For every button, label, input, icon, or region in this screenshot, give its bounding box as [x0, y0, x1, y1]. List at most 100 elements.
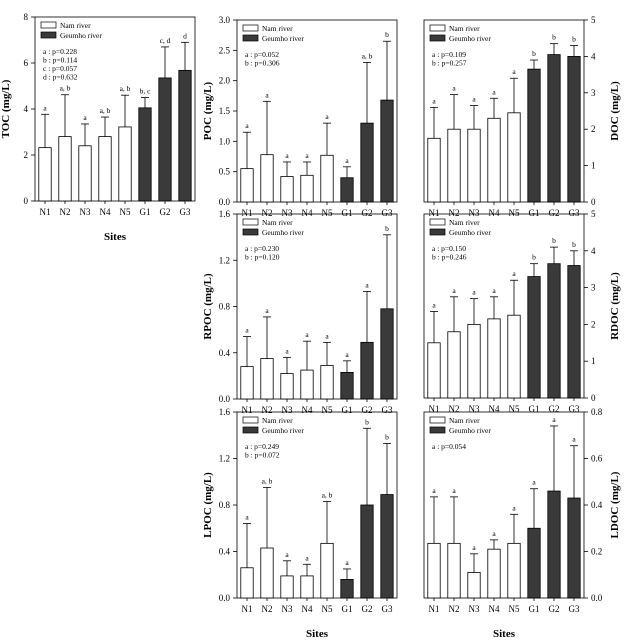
significance-letter: a	[532, 478, 536, 487]
x-tick-label: N4	[100, 207, 111, 217]
bar-n3	[467, 128, 481, 203]
significance-letter: a	[492, 286, 496, 295]
x-tick-label: G1	[529, 208, 540, 218]
significance-letter: a	[265, 306, 269, 315]
y-tick-label: 1.0	[219, 136, 231, 146]
bar-n2	[260, 358, 274, 400]
y-tick-label: 1.6	[219, 407, 231, 417]
bar-g2	[360, 122, 374, 203]
legend-swatch-geumho	[242, 228, 259, 236]
legend-swatch-geumho	[242, 426, 259, 434]
y-axis-title: LPOC (mg/L)	[202, 472, 214, 538]
x-tick-label: N5	[120, 207, 131, 217]
y-tick-label: 2.0	[219, 76, 231, 86]
bar-g1	[340, 579, 354, 599]
significance-letter: a	[512, 67, 516, 76]
x-tick-label: G3	[382, 208, 393, 218]
x-tick-label: G3	[382, 405, 393, 415]
legend-label-nam: Nam river	[60, 21, 91, 30]
x-tick-label: N2	[449, 208, 460, 218]
y-axis-title: DOC (mg/L)	[609, 81, 621, 141]
bar-n5	[320, 542, 334, 599]
significance-letter: a	[452, 286, 456, 295]
significance-letter: c, d	[160, 36, 171, 45]
significance-letter: b	[572, 34, 576, 43]
y-tick-label: 0	[591, 393, 596, 403]
bar-n5	[320, 365, 334, 400]
y-tick-label: 2	[591, 124, 596, 134]
x-tick-label: G1	[342, 208, 353, 218]
bar-n5	[507, 112, 521, 203]
chart-panel-rpoc: 0.0 0.4 0.8 1.2 1.6 a N1 a N2 a N3 a N4 a N5 a G1 a G2 b G3 N…	[202, 209, 398, 415]
y-tick-label: 2.5	[219, 45, 231, 55]
stats-line: b : p=0.072	[245, 451, 280, 460]
y-axis-title: RDOC (mg/L)	[609, 272, 621, 340]
x-tick-label: N4	[302, 604, 313, 614]
x-tick-label: G3	[569, 208, 580, 218]
x-tick-label: N4	[489, 404, 500, 414]
bar-n3	[280, 176, 294, 203]
bar-n4	[98, 136, 112, 202]
y-tick-label: 3	[591, 283, 596, 293]
y-tick-label: 1.5	[219, 106, 231, 116]
y-tick-label: 0.8	[591, 407, 603, 417]
bar-g3	[567, 497, 581, 599]
bar-g3	[567, 265, 581, 399]
stats-line: a : p=0.109	[432, 50, 466, 59]
bar-n5	[507, 542, 521, 599]
y-tick-label: 0.8	[219, 302, 231, 312]
x-tick-label: N3	[469, 208, 480, 218]
bar-n4	[487, 117, 501, 203]
stats-line: a : p=0.054	[432, 442, 466, 451]
significance-letter: a	[285, 550, 289, 559]
y-tick-label: 0.4	[219, 547, 231, 557]
x-tick-label: G1	[342, 405, 353, 415]
bar-n2	[447, 128, 461, 203]
y-tick-label: 1	[591, 161, 596, 171]
stats-line: c : p=0.057	[43, 64, 77, 73]
bar-n2	[260, 154, 274, 203]
legend-label-geumho: Geumho river	[262, 34, 304, 43]
x-tick-label: N1	[429, 604, 440, 614]
x-tick-label: G3	[569, 404, 580, 414]
bar-g3	[380, 494, 394, 599]
significance-letter: a	[245, 326, 249, 335]
bar-n3	[280, 575, 294, 599]
significance-letter: a, b	[60, 84, 71, 93]
bar-n3	[467, 323, 481, 399]
y-tick-label: 0	[591, 197, 596, 207]
bar-n1	[240, 168, 254, 203]
significance-letter: b	[572, 240, 576, 249]
bar-n2	[260, 547, 274, 599]
y-tick-label: 0.8	[219, 500, 231, 510]
significance-letter: b	[552, 33, 556, 42]
bar-n3	[280, 373, 294, 400]
significance-letter: a, b	[120, 84, 131, 93]
x-tick-label: N3	[469, 404, 480, 414]
legend-swatch-nam	[242, 24, 259, 32]
significance-letter: a, b	[362, 51, 373, 60]
stats-line: a : p=0.052	[245, 50, 279, 59]
significance-letter: b	[385, 432, 389, 441]
x-tick-label: G3	[569, 604, 580, 614]
y-tick-label: 0.0	[219, 394, 231, 404]
legend-label-nam: Nam river	[262, 218, 293, 227]
legend-swatch-nam	[242, 218, 259, 226]
y-tick-label: 0	[24, 196, 29, 206]
significance-letter: a	[265, 90, 269, 99]
bar-n3	[78, 145, 92, 202]
x-tick-label: G1	[140, 207, 151, 217]
bar-g1	[527, 276, 541, 399]
bar-n1	[427, 342, 441, 399]
bar-n4	[300, 174, 314, 203]
bar-n1	[427, 137, 441, 203]
bar-n1	[240, 567, 254, 599]
y-tick-label: 2	[24, 150, 29, 160]
y-tick-label: 6	[24, 58, 29, 68]
stats-line: a : p=0.228	[43, 47, 77, 56]
significance-letter: a	[345, 156, 349, 165]
legend-swatch-geumho	[429, 426, 446, 434]
plot-frame	[423, 19, 585, 203]
legend-swatch-geumho	[242, 34, 259, 42]
bar-n2	[58, 136, 72, 202]
